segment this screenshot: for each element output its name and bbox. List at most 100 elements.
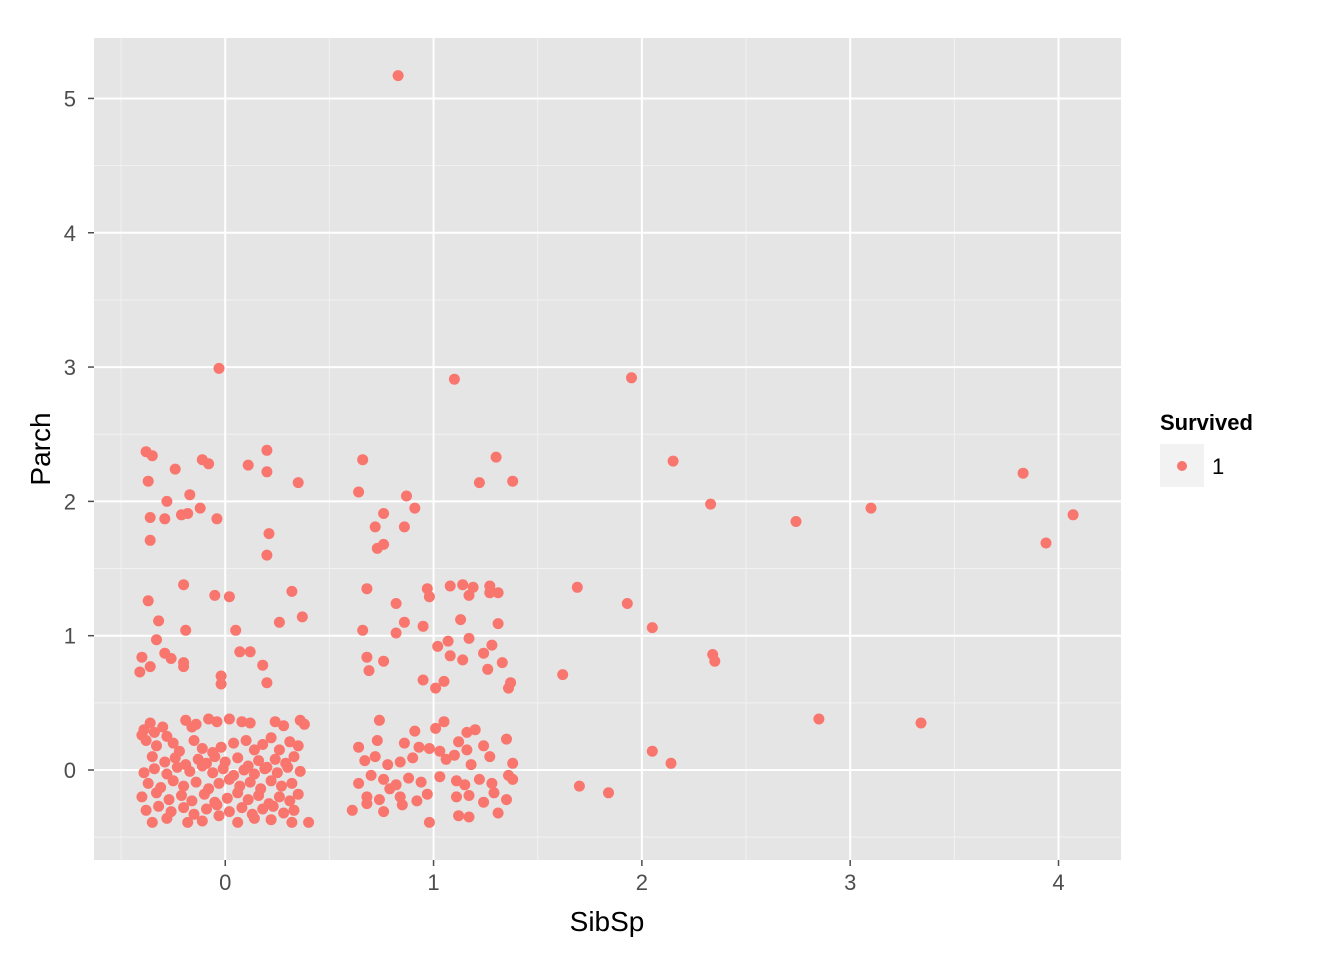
data-point (257, 739, 269, 750)
data-point (488, 787, 500, 799)
data-point (140, 735, 152, 746)
data-point (261, 466, 273, 478)
data-point (573, 780, 585, 792)
y-tick-label: 3 (64, 355, 76, 380)
legend-label: 1 (1212, 454, 1224, 479)
data-point (232, 816, 244, 828)
data-point (353, 486, 365, 498)
data-point (626, 372, 637, 384)
data-point (361, 583, 373, 595)
data-point (465, 759, 477, 771)
data-point (865, 502, 877, 514)
data-point (1017, 467, 1029, 479)
data-point (167, 775, 179, 787)
data-point (430, 722, 442, 734)
data-point (463, 589, 475, 601)
data-point (161, 812, 173, 824)
data-point (378, 508, 390, 519)
data-point (136, 791, 148, 803)
data-point (211, 799, 223, 811)
data-point (473, 477, 485, 489)
data-point (273, 616, 285, 628)
data-point (211, 513, 223, 525)
y-axis-title: Parch (25, 412, 56, 485)
legend: Survived 1 (1160, 410, 1253, 487)
data-point (294, 765, 306, 777)
data-point (146, 450, 158, 462)
data-point (373, 794, 385, 806)
data-point (417, 674, 429, 686)
data-point (457, 654, 469, 666)
data-point (157, 721, 169, 733)
data-point (223, 713, 235, 725)
data-point (261, 549, 273, 561)
data-point (138, 767, 150, 779)
data-point (163, 794, 175, 806)
data-point (178, 802, 190, 814)
data-point (144, 534, 156, 546)
data-point (463, 811, 475, 823)
data-point (184, 489, 196, 501)
data-point (501, 794, 512, 806)
data-point (492, 807, 504, 819)
data-point (213, 777, 225, 789)
x-axis-title: SibSp (570, 906, 645, 937)
data-point (198, 788, 210, 800)
data-point (176, 509, 187, 521)
data-point (284, 736, 296, 748)
data-point (444, 580, 456, 592)
data-point (178, 579, 190, 591)
data-point (461, 744, 473, 756)
data-point (142, 475, 154, 487)
data-point (409, 725, 421, 737)
data-point (365, 769, 377, 781)
data-point (496, 657, 508, 669)
x-tick-label: 1 (427, 870, 439, 895)
data-point (146, 751, 158, 763)
data-point (403, 772, 415, 784)
data-point (438, 716, 450, 728)
data-point (190, 776, 202, 788)
data-point (269, 753, 281, 765)
data-point (236, 716, 248, 728)
data-point (244, 717, 256, 729)
data-point (196, 743, 208, 754)
data-point (171, 761, 183, 773)
data-point (228, 737, 240, 749)
data-point (461, 726, 473, 738)
x-tick-label: 2 (636, 870, 648, 895)
data-point (432, 640, 444, 652)
data-point (378, 773, 390, 785)
data-point (378, 806, 390, 818)
data-point (453, 810, 465, 822)
data-point (242, 794, 254, 806)
data-point (146, 816, 158, 828)
data-point (209, 589, 221, 601)
data-point (257, 659, 269, 671)
data-point (303, 816, 315, 828)
data-point (390, 627, 402, 639)
data-points (134, 70, 1079, 828)
data-point (180, 624, 192, 636)
data-point (646, 622, 658, 634)
data-point (232, 752, 244, 764)
x-tick-label: 4 (1052, 870, 1064, 895)
data-point (401, 490, 412, 502)
data-point (459, 779, 471, 791)
data-point (186, 795, 198, 807)
data-point (571, 581, 583, 593)
data-point (223, 591, 235, 603)
data-point (378, 655, 390, 667)
data-point (234, 646, 246, 658)
data-point (451, 791, 462, 803)
y-tick-label: 2 (64, 489, 76, 514)
data-point (463, 790, 475, 801)
data-point (282, 761, 294, 773)
data-point (263, 528, 275, 540)
x-axis: 0 1 2 3 4 (219, 860, 1065, 895)
data-point (261, 444, 273, 456)
data-point (423, 816, 435, 828)
data-point (363, 665, 375, 677)
data-point (148, 763, 160, 775)
